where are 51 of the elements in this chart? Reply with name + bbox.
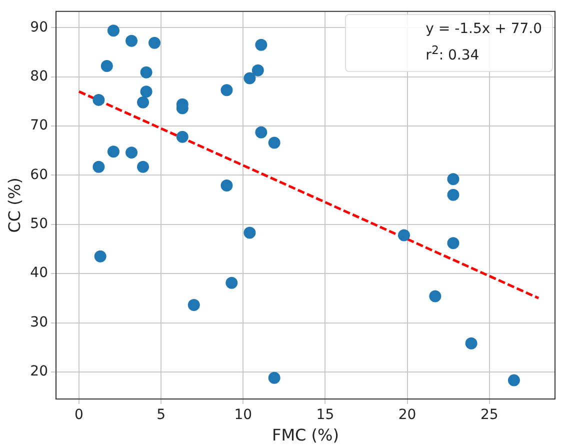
y-tick-label: 60 <box>30 166 48 183</box>
point <box>148 36 160 49</box>
point <box>140 86 152 98</box>
y-tick-label: 40 <box>30 265 48 282</box>
point <box>447 173 460 186</box>
point <box>220 84 233 96</box>
y-axis-title: CC (%) <box>4 178 24 233</box>
y-tick-label: 20 <box>30 364 48 380</box>
point <box>398 229 410 242</box>
point <box>244 226 256 239</box>
point <box>137 160 150 173</box>
point <box>92 160 105 173</box>
point <box>176 130 188 143</box>
point <box>447 237 460 250</box>
x-tick-label: 0 <box>74 407 84 424</box>
point <box>252 64 264 76</box>
point <box>268 136 280 149</box>
point <box>107 24 120 37</box>
legend-box: y = -1.5x + 77.0 r$^{2}$: 0.34 <box>344 14 553 72</box>
point <box>508 374 520 386</box>
point <box>188 299 200 312</box>
y-tick-label: 70 <box>30 118 48 134</box>
point <box>244 72 256 84</box>
point <box>137 96 150 108</box>
point <box>465 337 478 350</box>
point <box>447 188 460 201</box>
y-tick-label: 30 <box>30 314 48 330</box>
point <box>107 146 120 158</box>
point <box>126 34 138 47</box>
x-tick-label: 10 <box>234 407 252 424</box>
y-tick-label: 50 <box>30 216 48 232</box>
annotation: y = -1.5x + 77.0 <box>426 20 542 39</box>
point <box>126 146 138 159</box>
point <box>100 60 113 72</box>
point <box>429 290 442 302</box>
point <box>92 94 105 106</box>
x-axis-title: FMC (%) <box>272 426 339 445</box>
x-tick-label: 20 <box>398 407 416 424</box>
point <box>255 126 268 138</box>
x-tick-label: 15 <box>316 407 334 424</box>
annotation: r$^{2}$: 0.34 <box>426 42 480 66</box>
point <box>268 372 280 384</box>
point <box>255 38 268 51</box>
point <box>140 66 152 78</box>
x-tick-label: 25 <box>480 407 498 424</box>
y-tick-label: 80 <box>30 68 48 84</box>
point <box>94 250 106 262</box>
point <box>226 276 238 289</box>
point <box>220 180 233 192</box>
y-tick-label: 90 <box>30 19 48 36</box>
x-tick-label: 5 <box>156 407 166 424</box>
